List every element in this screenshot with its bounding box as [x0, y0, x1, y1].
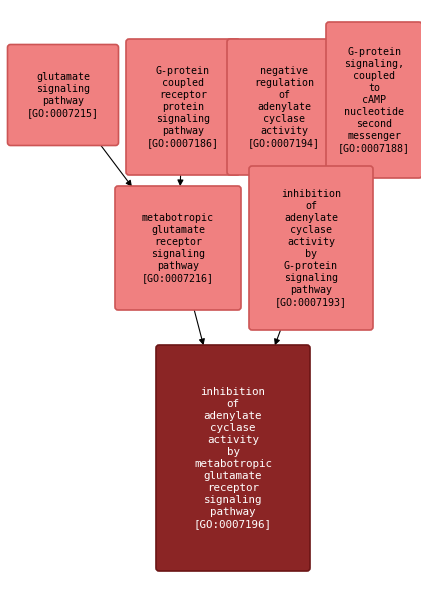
Text: inhibition
of
adenylate
cyclase
activity
by
G-protein
signaling
pathway
[GO:0007: inhibition of adenylate cyclase activity…	[275, 189, 347, 307]
FancyBboxPatch shape	[126, 39, 240, 175]
Text: G-protein
coupled
receptor
protein
signaling
pathway
[GO:0007186]: G-protein coupled receptor protein signa…	[147, 66, 219, 148]
Text: negative
regulation
of
adenylate
cyclase
activity
[GO:0007194]: negative regulation of adenylate cyclase…	[248, 66, 320, 148]
Text: G-protein
signaling,
coupled
to
cAMP
nucleotide
second
messenger
[GO:0007188]: G-protein signaling, coupled to cAMP nuc…	[338, 47, 410, 153]
Text: metabotropic
glutamate
receptor
signaling
pathway
[GO:0007216]: metabotropic glutamate receptor signalin…	[142, 213, 214, 283]
FancyBboxPatch shape	[227, 39, 341, 175]
FancyBboxPatch shape	[249, 166, 373, 330]
FancyBboxPatch shape	[156, 345, 310, 571]
FancyBboxPatch shape	[326, 22, 421, 178]
FancyBboxPatch shape	[115, 186, 241, 310]
Text: glutamate
signaling
pathway
[GO:0007215]: glutamate signaling pathway [GO:0007215]	[27, 72, 99, 118]
FancyBboxPatch shape	[8, 44, 118, 145]
Text: inhibition
of
adenylate
cyclase
activity
by
metabotropic
glutamate
receptor
sign: inhibition of adenylate cyclase activity…	[194, 387, 272, 529]
